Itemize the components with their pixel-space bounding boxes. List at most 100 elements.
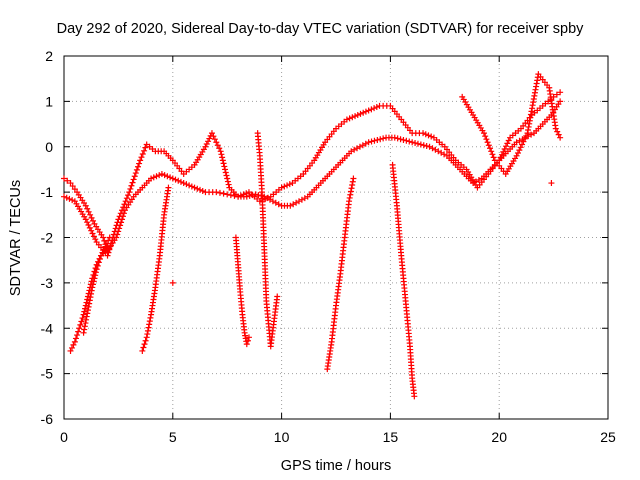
point-upper-band — [122, 198, 129, 205]
point-dip-5 — [348, 185, 355, 192]
point-loop-right — [513, 152, 520, 159]
point-upper-band — [224, 178, 231, 185]
point-upper-band — [86, 224, 93, 231]
point-dip-1 — [84, 310, 91, 317]
point-loop-right — [490, 154, 497, 161]
point-upper-band — [88, 227, 95, 234]
point-main-band — [175, 177, 182, 184]
point-upper-band — [63, 194, 70, 201]
point-main-band — [213, 189, 220, 196]
point-dip-5 — [349, 181, 356, 188]
point-dip-1 — [87, 294, 94, 301]
point-loop-right — [521, 135, 528, 142]
point-dip-5 — [346, 198, 353, 205]
point-upper-band — [134, 163, 141, 170]
point-upper-band — [365, 107, 372, 114]
point-upper-band — [205, 138, 212, 145]
point-upper-band — [90, 233, 97, 240]
point-dip-0 — [68, 344, 75, 351]
point-main-band — [199, 187, 206, 194]
point-upper-band — [138, 154, 145, 161]
point-dip-2 — [140, 344, 147, 351]
point-main-band — [148, 175, 155, 182]
point-loop-right — [483, 136, 490, 143]
y-tick-labels: -6 -5 -4 -3 -2 -1 0 1 2 — [41, 48, 54, 427]
point-main-band — [156, 172, 163, 179]
point-dip-1 — [90, 278, 97, 285]
point-upper-band — [139, 151, 146, 158]
point-dip-1 — [99, 249, 106, 256]
point-upper-band — [362, 108, 369, 115]
y-tick-label: -6 — [41, 411, 54, 427]
point-upper-band — [206, 135, 213, 142]
point-dip-1 — [80, 329, 87, 336]
point-upper-band — [553, 91, 560, 98]
point-main-band — [412, 139, 419, 146]
point-main-band — [397, 136, 404, 143]
point-upper-band — [368, 106, 375, 113]
point-upper-band — [237, 192, 244, 199]
point-dip-1 — [86, 300, 93, 307]
point-upper-band — [112, 225, 119, 232]
point-main-band — [400, 136, 407, 143]
point-dip-1 — [86, 297, 93, 304]
point-upper-band — [104, 252, 111, 259]
point-dip-2 — [146, 318, 153, 325]
point-upper-band — [61, 193, 67, 200]
point-upper-band — [286, 181, 293, 188]
point-dip-5 — [350, 175, 357, 182]
point-main-band — [194, 185, 201, 192]
point-dip-1 — [92, 272, 99, 279]
point-main-band — [169, 175, 176, 182]
point-upper-band — [222, 169, 229, 176]
point-upper-band — [503, 143, 509, 150]
point-upper-band — [243, 190, 250, 197]
point-upper-band — [115, 216, 122, 223]
point-dip-1 — [95, 259, 102, 266]
point-main-band — [371, 137, 378, 144]
point-upper-band — [119, 207, 126, 214]
point-upper-band — [220, 160, 227, 167]
chart-title: Day 292 of 2020, Sidereal Day-to-day VTE… — [57, 21, 585, 37]
point-main-band — [374, 136, 381, 143]
x-tick-label: 15 — [383, 429, 399, 445]
point-dip-2 — [144, 327, 151, 334]
point-dip-5 — [346, 194, 353, 201]
point-upper-band — [84, 219, 91, 226]
point-dip-0 — [83, 299, 90, 306]
point-upper-band — [123, 195, 130, 202]
point-dip-1 — [92, 269, 99, 276]
point-main-band — [377, 136, 384, 143]
y-tick-label: 2 — [45, 48, 53, 64]
point-main-band — [394, 135, 401, 142]
point-main-band — [172, 176, 179, 183]
point-upper-band — [218, 151, 225, 158]
axis-ticks — [63, 55, 609, 420]
point-dip-0 — [74, 332, 81, 339]
point-upper-band — [265, 194, 271, 201]
point-upper-band — [113, 222, 120, 229]
point-dip-6 — [411, 393, 418, 400]
point-upper-band — [129, 179, 136, 186]
point-main-band — [82, 202, 89, 209]
point-main-band — [423, 142, 430, 149]
point-main-band — [186, 182, 193, 189]
point-upper-band — [126, 189, 133, 196]
point-upper-band — [422, 131, 429, 138]
y-axis-label: SDTVAR / TECUs — [8, 180, 24, 296]
point-main-band — [224, 191, 231, 198]
point-loop-right — [514, 149, 521, 156]
point-dip-1 — [91, 275, 98, 282]
point-dip-5 — [347, 191, 354, 198]
point-upper-band — [501, 146, 508, 153]
point-dip-1 — [105, 237, 112, 244]
point-loop-right — [485, 142, 492, 149]
point-dip-1 — [106, 234, 113, 241]
point-upper-band — [219, 154, 226, 161]
point-dip-1 — [96, 256, 103, 263]
y-tick-label: -2 — [41, 230, 54, 246]
point-dip-1 — [94, 262, 101, 269]
point-dip-1 — [83, 313, 90, 320]
point-isolated — [548, 180, 555, 187]
point-dip-0 — [80, 311, 87, 318]
